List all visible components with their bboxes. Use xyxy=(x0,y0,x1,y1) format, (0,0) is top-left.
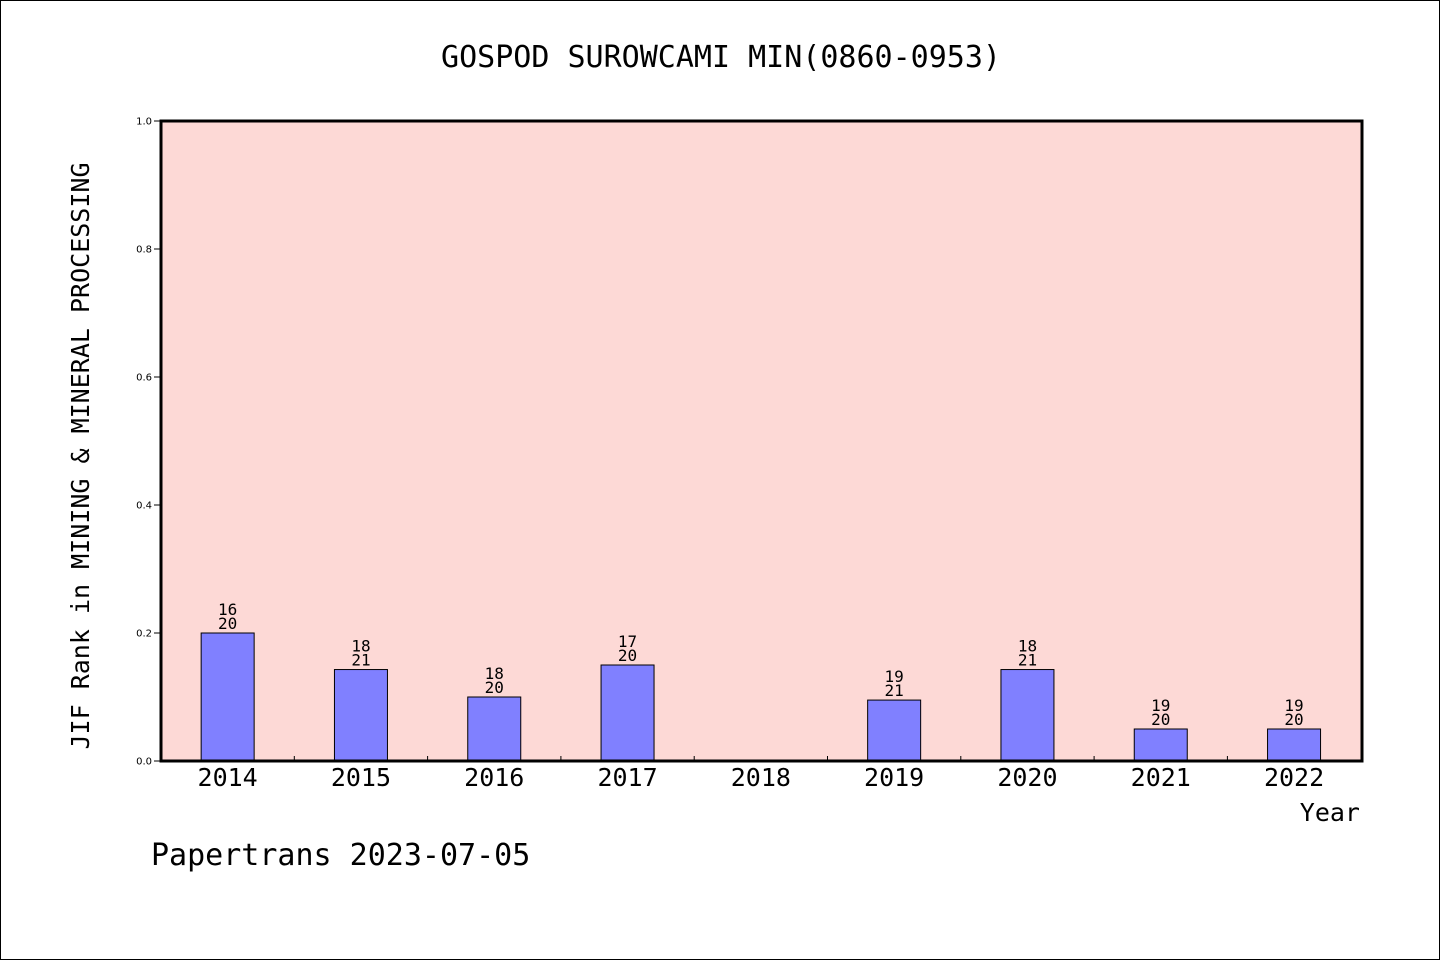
rank-label-numerator: 19 xyxy=(1284,696,1303,715)
plot-border xyxy=(159,119,1364,763)
rank-label-numerator: 18 xyxy=(485,664,504,683)
x-tick-label: 2016 xyxy=(464,763,524,792)
x-tick-label: 2015 xyxy=(331,763,391,792)
y-axis-label: JIF Rank in MINING & MINERAL PROCESSING xyxy=(66,163,95,750)
bar-2017 xyxy=(600,664,655,762)
x-tick-label: 2019 xyxy=(864,763,924,792)
rank-label-denominator: 20 xyxy=(1284,710,1303,729)
bar-2015 xyxy=(333,669,388,762)
rank-label-denominator: 20 xyxy=(485,678,504,697)
rank-label-denominator: 21 xyxy=(351,651,370,670)
x-tick-label: 2020 xyxy=(997,763,1057,792)
plot-background xyxy=(161,121,1362,761)
x-tick-labels: 2014 2015 2016 2017 2018 2019 2020 2021 2022 xyxy=(198,763,1325,792)
bar-2014 xyxy=(200,632,255,762)
x-tick-label: 2021 xyxy=(1131,763,1191,792)
rank-label-denominator: 20 xyxy=(618,646,637,665)
x-tick-label: 2014 xyxy=(198,763,258,792)
y-axis-ticks: 0.0 0.2 0.4 0.6 0.8 1.0 xyxy=(136,117,161,768)
rank-label-numerator: 16 xyxy=(218,600,237,619)
y-tick-label: 0.0 xyxy=(136,757,152,768)
bar-2021 xyxy=(1133,728,1188,762)
rank-label-numerator: 19 xyxy=(1151,696,1170,715)
chart-title: GOSPOD SUROWCAMI MIN(0860-0953) xyxy=(441,40,1001,75)
bar-2016 xyxy=(467,696,522,762)
x-axis-label: Year xyxy=(1300,798,1360,827)
x-tick-label: 2017 xyxy=(597,763,657,792)
rank-label-denominator: 21 xyxy=(1018,651,1037,670)
x-tick-label: 2022 xyxy=(1264,763,1324,792)
y-tick-label: 1.0 xyxy=(136,117,152,128)
rank-label-numerator: 17 xyxy=(618,632,637,651)
rank-label-denominator: 21 xyxy=(885,681,904,700)
rank-label-numerator: 19 xyxy=(885,667,904,686)
rank-label-numerator: 18 xyxy=(1018,637,1037,656)
rank-label-denominator: 20 xyxy=(1151,710,1170,729)
bars-layer xyxy=(200,632,1322,762)
rank-label-numerator: 18 xyxy=(351,637,370,656)
bar-2022 xyxy=(1267,728,1322,762)
y-tick-label: 0.8 xyxy=(136,245,152,256)
footer-credit: Papertrans 2023-07-05 xyxy=(151,838,530,873)
bar-2019 xyxy=(867,699,922,762)
y-tick-label: 0.4 xyxy=(136,501,152,512)
rank-label-denominator: 20 xyxy=(218,614,237,633)
bar-2020 xyxy=(1000,669,1055,762)
x-tick-label: 2018 xyxy=(731,763,791,792)
y-tick-label: 0.2 xyxy=(136,629,152,640)
y-tick-label: 0.6 xyxy=(136,373,152,384)
